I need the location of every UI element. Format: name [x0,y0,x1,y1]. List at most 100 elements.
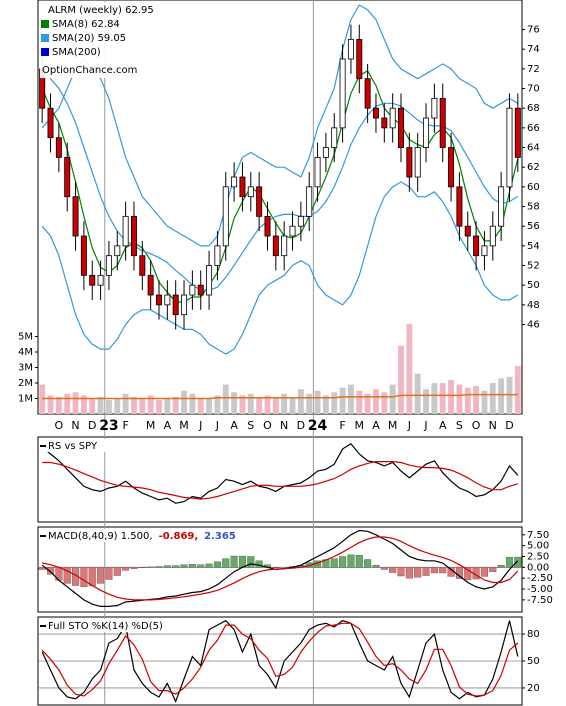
candle-body [489,225,496,247]
x-tick-label: S [247,419,254,432]
x-tick-label: D [505,419,513,432]
histogram-bar [238,555,246,568]
volume-bar [339,387,346,414]
x-tick-label: J [215,419,219,432]
histogram-bar [405,567,413,579]
candle-body [172,294,179,316]
x-tick-label: S [456,419,463,432]
candle-body [272,235,279,257]
candle-body [80,235,87,276]
x-tick-label: D [297,419,305,432]
candle-body [256,186,263,217]
volume-bar [172,396,179,414]
candle-body [439,97,446,148]
x-tick-label: N [489,419,497,432]
volume-bar [222,384,229,414]
candle-body [448,147,455,188]
legend: ALRM (weekly) 62.95 SMA(8) 62.84 SMA(20) 5… [40,2,154,78]
volume-bar [364,393,371,414]
panel-label-box [39,529,239,542]
histogram-bar [122,567,130,571]
volume-bar [206,398,212,414]
line [42,461,518,500]
line [41,443,519,504]
volume-bar [297,389,304,414]
histogram-bar [480,567,488,577]
volume-bar [514,365,521,414]
histogram-bar [439,567,447,574]
legend-label: SMA(200) [52,47,101,58]
volume-bar [197,398,204,414]
y-tick-label: -5.00 [527,584,553,595]
histogram-bar [380,567,388,570]
y-tick-label: 64 [527,143,540,154]
candle-body [97,274,104,286]
y-tick-label: 80 [527,629,540,640]
y-tick-label: 50 [527,656,540,667]
histogram-bar [339,556,347,568]
candle-body [64,156,71,198]
volume-bar [189,393,196,414]
candle-body [197,284,204,296]
legend-swatch [41,34,49,42]
volume-bar [473,386,480,414]
x-tick-label: 24 [308,418,328,434]
volume-bar [498,378,505,414]
candle-body [414,147,421,178]
candle-body [431,97,438,119]
legend-box [40,2,144,78]
volume-bar [356,390,363,414]
x-tick-label: O [263,419,272,432]
volume-bar [106,400,112,414]
histogram-bar [155,566,163,568]
legend-swatch [41,48,49,56]
y-tick-label: 74 [527,44,540,55]
volume-bar [55,396,62,414]
volume-bar [331,392,338,414]
histogram-bar [455,567,463,579]
volume-bar [306,393,313,414]
x-tick-label: N [280,419,288,432]
histogram-bar [397,567,405,577]
candle-body [314,156,321,188]
y-tick-label: 46 [527,320,540,331]
legend-label: SMA(20) 59.05 [52,33,126,44]
panel-title: Full STO %K(14) %D(5) [48,621,163,632]
volume-bar [47,395,54,414]
volume-bar [164,398,171,414]
candle-body [72,196,79,237]
histogram-bar [247,556,255,568]
histogram-bar [105,567,113,580]
histogram-bar [180,564,188,568]
volume-bar [481,390,488,414]
histogram-bar [414,567,422,578]
candle-body [398,107,404,148]
volume-bar [264,395,271,414]
volume-bar [89,398,96,414]
volume-bar [214,395,221,414]
candle-body [55,137,62,158]
candle-body [105,255,112,276]
volume-bar [122,393,129,414]
volume-bar [181,390,187,414]
y-tick-label: 48 [527,300,540,311]
x-tick-label: A [230,419,238,432]
volume-bar [239,395,246,414]
candle-body [339,58,346,129]
histogram-bar [88,567,96,587]
candle-body [181,294,188,316]
candle-body [389,107,396,129]
volume-bar [272,398,279,414]
y-tick-label: 68 [527,103,540,114]
candle-body [247,186,254,198]
volume-bar [373,389,379,414]
histogram-bar [514,556,522,568]
volume-bar [139,398,146,414]
panel-label-box [39,619,189,632]
candle-body [139,255,146,276]
histogram-bar [113,567,121,576]
candle-body [239,176,246,198]
line [41,181,519,355]
volume-bar [431,383,438,414]
panel-title-part: -0.869, [159,531,199,542]
